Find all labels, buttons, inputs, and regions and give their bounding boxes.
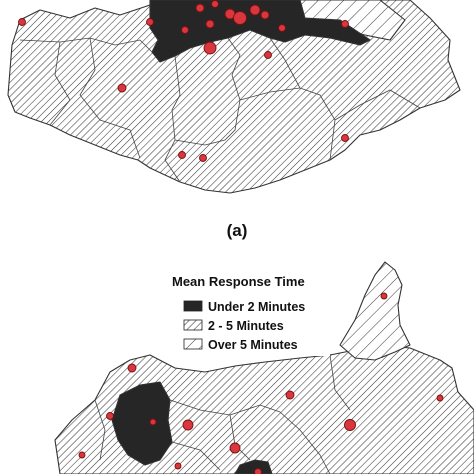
legend: Mean Response Time Under 2 Minutes 2 - 5…: [168, 266, 330, 356]
station-marker: [344, 419, 356, 431]
station-marker: [195, 3, 205, 13]
station-marker: [205, 19, 215, 29]
legend-item-over-5: Over 5 Minutes: [208, 338, 298, 352]
legend-item-under-2: Under 2 Minutes: [208, 300, 305, 314]
station-marker: [264, 51, 272, 59]
station-marker: [117, 83, 127, 93]
station-marker: [149, 418, 157, 426]
station-marker: [233, 11, 247, 25]
station-marker: [181, 26, 189, 34]
station-marker: [341, 20, 349, 28]
legend-swatch-sparse-hatch: [183, 338, 203, 350]
station-marker: [174, 462, 182, 470]
map-b-region-dark-left: [111, 381, 173, 466]
station-marker: [199, 154, 207, 162]
map-panel-b: [54, 261, 474, 474]
station-marker: [341, 134, 349, 142]
station-marker: [18, 18, 26, 26]
map-b-stations: [78, 292, 444, 474]
legend-swatch-solid: [183, 300, 203, 312]
station-marker: [229, 442, 241, 454]
station-marker: [146, 18, 154, 26]
station-marker: [249, 4, 261, 16]
panel-label-a: (a): [227, 221, 248, 240]
station-marker: [254, 468, 262, 474]
station-marker: [203, 41, 217, 55]
station-marker: [127, 363, 137, 373]
map-a-stations: [18, 0, 349, 162]
station-marker: [285, 390, 295, 400]
map-panel-a: [7, 0, 461, 194]
map-b-region-dark-bottom: [234, 459, 273, 474]
station-marker: [278, 24, 286, 32]
station-marker: [106, 412, 114, 420]
legend-swatch-dense-hatch: [183, 319, 203, 331]
map-b-region-northeast: [339, 261, 411, 361]
legend-title: Mean Response Time: [172, 274, 305, 289]
station-marker: [178, 151, 186, 159]
map-a-boundaries: [19, 37, 421, 183]
map-a-region-main: [7, 0, 461, 194]
map-b-boundaries: [94, 354, 351, 474]
station-marker: [78, 451, 86, 459]
station-marker: [436, 394, 444, 402]
station-marker: [182, 419, 194, 431]
station-marker: [380, 292, 388, 300]
station-marker: [260, 10, 270, 20]
station-marker: [211, 0, 219, 8]
legend-item-2-5: 2 - 5 Minutes: [208, 319, 284, 333]
